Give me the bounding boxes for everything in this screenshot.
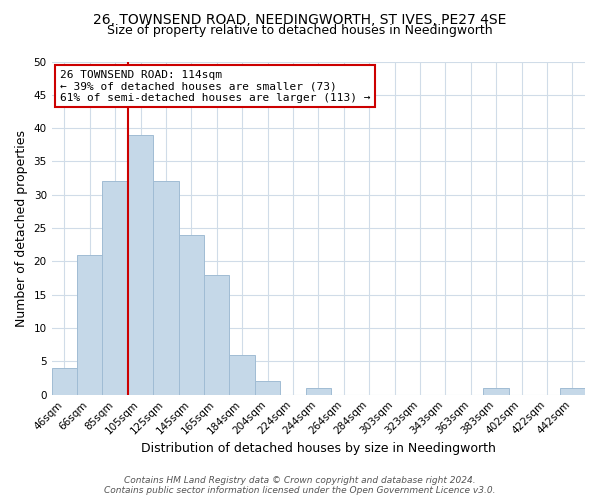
Bar xyxy=(229,354,255,395)
Bar xyxy=(77,255,103,394)
Bar xyxy=(128,135,153,394)
Bar xyxy=(560,388,585,394)
Text: 26, TOWNSEND ROAD, NEEDINGWORTH, ST IVES, PE27 4SE: 26, TOWNSEND ROAD, NEEDINGWORTH, ST IVES… xyxy=(94,12,506,26)
Text: Contains HM Land Registry data © Crown copyright and database right 2024.
Contai: Contains HM Land Registry data © Crown c… xyxy=(104,476,496,495)
Bar xyxy=(255,382,280,394)
Bar xyxy=(179,235,204,394)
Bar xyxy=(153,182,179,394)
Bar xyxy=(204,275,229,394)
X-axis label: Distribution of detached houses by size in Needingworth: Distribution of detached houses by size … xyxy=(141,442,496,455)
Bar xyxy=(52,368,77,394)
Bar xyxy=(484,388,509,394)
Text: 26 TOWNSEND ROAD: 114sqm
← 39% of detached houses are smaller (73)
61% of semi-d: 26 TOWNSEND ROAD: 114sqm ← 39% of detach… xyxy=(59,70,370,103)
Text: Size of property relative to detached houses in Needingworth: Size of property relative to detached ho… xyxy=(107,24,493,37)
Y-axis label: Number of detached properties: Number of detached properties xyxy=(15,130,28,326)
Bar xyxy=(305,388,331,394)
Bar xyxy=(103,182,128,394)
